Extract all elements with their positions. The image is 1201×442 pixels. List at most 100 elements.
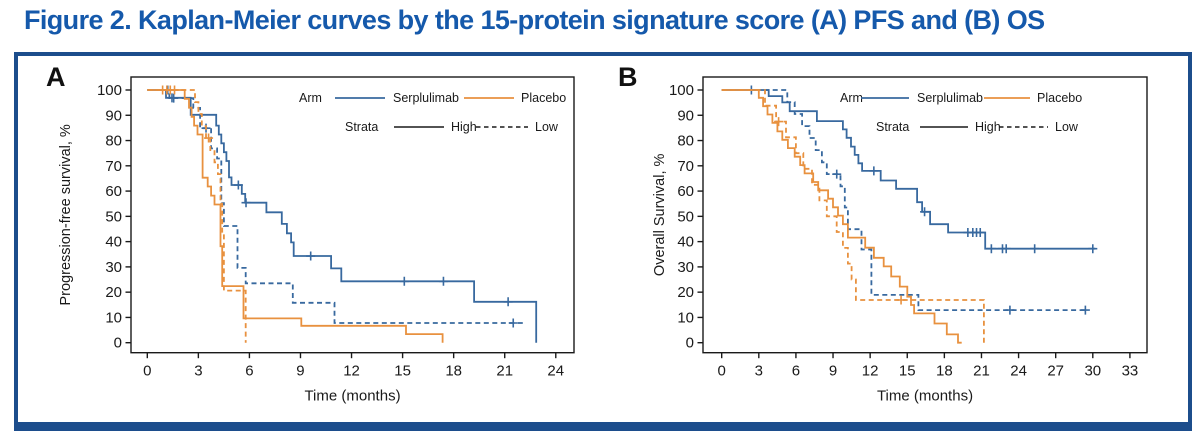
y-tick-label: 100 xyxy=(97,82,122,99)
km-curve xyxy=(721,89,962,344)
censor-mark xyxy=(832,169,842,179)
x-axis-title: Time (months) xyxy=(877,388,973,405)
km-curve xyxy=(721,89,1088,311)
x-tick-label: 24 xyxy=(547,363,564,380)
censor-mark xyxy=(170,85,180,95)
censor-mark xyxy=(920,207,930,217)
y-tick-label: 70 xyxy=(677,158,694,175)
censor-mark xyxy=(438,276,448,286)
y-axis: 0 10 20 30 40 50 60 70 80 90 100 xyxy=(669,82,703,352)
plot-frame xyxy=(130,76,575,354)
x-tick-label: 0 xyxy=(143,363,151,380)
legend-low-label: Low xyxy=(1055,120,1079,134)
censor-mark xyxy=(1088,244,1098,254)
plot-frame xyxy=(702,76,1148,354)
legend-arm-label: Arm xyxy=(299,91,322,105)
x-tick-label: 3 xyxy=(755,363,763,380)
x-tick-label: 3 xyxy=(194,363,202,380)
censor-mark xyxy=(508,318,518,328)
x-tick-label: 9 xyxy=(829,363,837,380)
censor-mark xyxy=(169,93,179,103)
km-plot-os: 0 3 6 9 12 15 18 21 24 27 30 33 0 10 20 30 40 50 60 70 80 90 1… xyxy=(652,76,1148,405)
censor-mark xyxy=(306,251,316,261)
legend: Arm Serplulimab Placebo Strata High Low xyxy=(299,91,566,134)
censor-mark xyxy=(204,133,214,143)
censor-mark xyxy=(241,198,251,208)
km-plot-pfs: 0 3 6 9 12 15 18 21 24 0 10 20 30 40 50 60 70 80 90 100 Time… xyxy=(58,76,575,405)
censor-mark xyxy=(1005,305,1015,315)
x-tick-label: 0 xyxy=(718,363,726,380)
censor-mark xyxy=(869,166,879,176)
legend-placebo-label: Placebo xyxy=(1037,91,1082,105)
legend-high-label: High xyxy=(975,120,1001,134)
x-axis: 0 3 6 9 12 15 18 21 24 27 30 33 xyxy=(718,352,1139,380)
km-curve xyxy=(147,89,444,343)
censor-mark xyxy=(1001,244,1011,254)
series-placebo-low xyxy=(147,85,247,343)
y-axis: 0 10 20 30 40 50 60 70 80 90 100 xyxy=(97,82,131,352)
y-tick-label: 100 xyxy=(669,82,694,99)
y-tick-label: 90 xyxy=(105,107,122,124)
legend-placebo-label: Placebo xyxy=(521,91,566,105)
censor-mark xyxy=(1030,244,1040,254)
km-curve xyxy=(147,89,538,343)
y-axis-title: Progression-free survival, % xyxy=(58,124,74,305)
y-tick-label: 20 xyxy=(105,284,122,301)
legend-serplulimab-label: Serplulimab xyxy=(393,91,459,105)
x-tick-label: 18 xyxy=(445,363,462,380)
censor-mark xyxy=(774,117,784,127)
y-tick-label: 50 xyxy=(105,208,122,225)
x-tick-label: 24 xyxy=(1010,363,1027,380)
panel-b: B 0 3 6 9 12 15 18 21 24 27 30 33 0 10 20 30 40 50 60 70 80 9… xyxy=(608,60,1198,435)
y-tick-label: 30 xyxy=(105,259,122,276)
legend-strata-label: Strata xyxy=(876,120,909,134)
y-tick-label: 10 xyxy=(105,309,122,326)
censor-mark xyxy=(986,244,996,254)
x-axis: 0 3 6 9 12 15 18 21 24 xyxy=(143,352,564,380)
legend-low-label: Low xyxy=(535,120,559,134)
x-tick-label: 21 xyxy=(973,363,990,380)
x-tick-label: 27 xyxy=(1047,363,1064,380)
censor-mark xyxy=(399,276,409,286)
legend: Arm Serplulimab Placebo Strata High Low xyxy=(840,91,1082,134)
censor-mark xyxy=(233,180,243,190)
y-tick-label: 0 xyxy=(114,335,122,352)
y-tick-label: 50 xyxy=(677,208,694,225)
x-tick-label: 12 xyxy=(343,363,360,380)
y-tick-label: 20 xyxy=(677,284,694,301)
y-tick-label: 80 xyxy=(677,133,694,150)
y-tick-label: 10 xyxy=(677,309,694,326)
x-tick-label: 18 xyxy=(936,363,953,380)
x-tick-label: 30 xyxy=(1084,363,1101,380)
panel-a-label: A xyxy=(46,62,66,92)
x-tick-label: 33 xyxy=(1122,363,1139,380)
censor-mark xyxy=(896,295,906,305)
x-tick-label: 15 xyxy=(394,363,411,380)
y-tick-label: 40 xyxy=(677,234,694,251)
series-placebo-high xyxy=(147,85,444,343)
y-tick-label: 30 xyxy=(677,259,694,276)
x-axis-title: Time (months) xyxy=(304,388,400,405)
x-tick-label: 9 xyxy=(296,363,304,380)
series-serplulimab-low xyxy=(721,89,1090,315)
series-placebo-high xyxy=(721,89,962,344)
legend-high-label: High xyxy=(451,120,477,134)
x-tick-label: 6 xyxy=(792,363,800,380)
panel-b-label: B xyxy=(618,62,638,92)
x-tick-label: 15 xyxy=(899,363,916,380)
y-tick-label: 40 xyxy=(105,234,122,251)
series-placebo-low xyxy=(721,89,985,343)
y-tick-label: 60 xyxy=(677,183,694,200)
km-curve xyxy=(147,89,247,343)
legend-serplulimab-label: Serplulimab xyxy=(917,91,983,105)
censor-mark xyxy=(975,228,985,238)
legend-arm-label: Arm xyxy=(840,91,863,105)
panel-a: A 0 3 6 9 12 15 18 21 24 0 10 20 30 40 50 60 70 80 90 100 Ti… xyxy=(18,60,608,435)
series-serplulimab-high xyxy=(721,85,1098,254)
y-tick-label: 90 xyxy=(677,107,694,124)
censor-mark xyxy=(503,297,513,307)
km-curve xyxy=(721,89,985,343)
y-tick-label: 80 xyxy=(105,133,122,150)
y-tick-label: 0 xyxy=(686,335,694,352)
y-tick-label: 70 xyxy=(105,158,122,175)
